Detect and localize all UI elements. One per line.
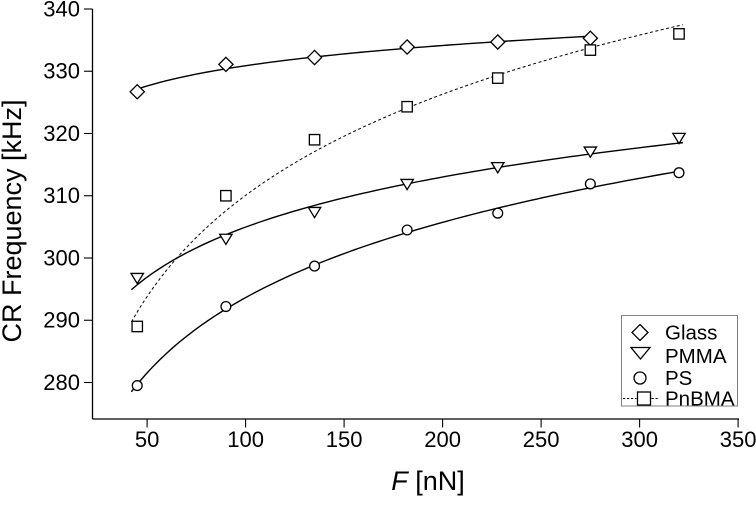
svg-text:150: 150 (326, 427, 363, 452)
svg-text:250: 250 (523, 427, 560, 452)
svg-text:280: 280 (43, 370, 80, 395)
svg-text:F [nN]: F [nN] (391, 466, 465, 496)
svg-text:300: 300 (43, 245, 80, 270)
svg-text:340: 340 (43, 0, 80, 22)
svg-text:350: 350 (720, 427, 756, 452)
svg-text:PMMA: PMMA (665, 345, 727, 368)
svg-text:100: 100 (227, 427, 264, 452)
svg-text:290: 290 (43, 308, 80, 333)
svg-text:50: 50 (135, 427, 159, 452)
svg-text:300: 300 (621, 427, 658, 452)
svg-text:CR Frequency [kHz]: CR Frequency [kHz] (0, 99, 27, 342)
svg-text:200: 200 (424, 427, 461, 452)
svg-text:330: 330 (43, 59, 80, 84)
svg-text:PnBMA: PnBMA (665, 388, 735, 411)
svg-text:320: 320 (43, 121, 80, 146)
svg-text:Glass: Glass (665, 322, 717, 345)
svg-text:310: 310 (43, 183, 80, 208)
